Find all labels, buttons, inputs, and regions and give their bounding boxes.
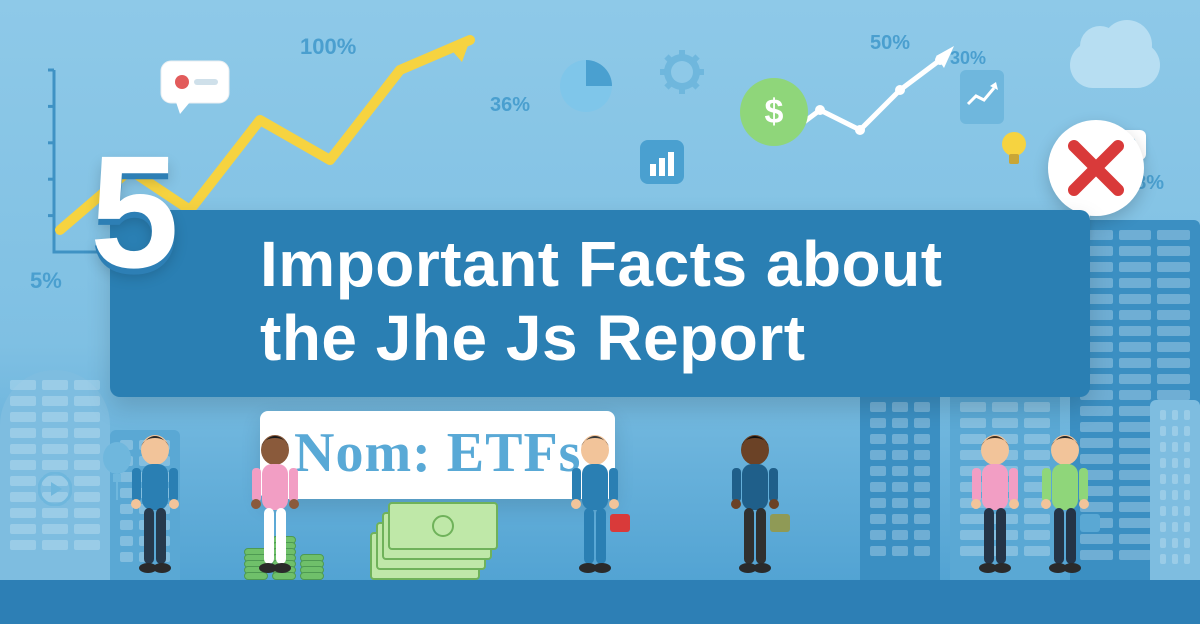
x-badge bbox=[1048, 120, 1144, 216]
infographic-canvas: 100%36%50%30%5%18% $CS 5 Important Facts… bbox=[0, 0, 1200, 624]
person-walking bbox=[720, 430, 790, 580]
headline-band: Important Facts about the Jhe Js Report bbox=[110, 210, 1090, 397]
cloud-icon bbox=[1070, 42, 1160, 88]
headline-number: 5 bbox=[90, 132, 179, 292]
headline-line2: the Jhe Js Report bbox=[260, 302, 806, 374]
gear-icon bbox=[660, 50, 704, 94]
dollar-icon: $ bbox=[740, 78, 808, 146]
ground-strip bbox=[0, 580, 1200, 624]
building bbox=[1150, 400, 1200, 580]
person-hand-card bbox=[120, 430, 190, 580]
play-icon bbox=[38, 472, 72, 506]
doc-chart-icon bbox=[960, 70, 1004, 124]
lightbulb-icon bbox=[1000, 130, 1028, 168]
speech-bubble-icon bbox=[160, 60, 230, 116]
percent-label: 36% bbox=[490, 94, 530, 117]
percent-label: 50% bbox=[870, 32, 910, 55]
pie-icon bbox=[560, 60, 612, 112]
x-icon bbox=[1066, 138, 1126, 198]
percent-label: 5% bbox=[30, 268, 62, 294]
person-talking bbox=[240, 430, 310, 580]
person-suit-center bbox=[560, 430, 630, 580]
percent-label: 30% bbox=[950, 48, 986, 69]
cash-stack bbox=[370, 500, 500, 580]
percent-label: 100% bbox=[300, 34, 356, 60]
person-pair-b bbox=[1030, 430, 1100, 580]
bar-chart-icon bbox=[640, 140, 684, 184]
headline-line1: Important Facts about bbox=[260, 228, 943, 300]
person-pair-a bbox=[960, 430, 1030, 580]
